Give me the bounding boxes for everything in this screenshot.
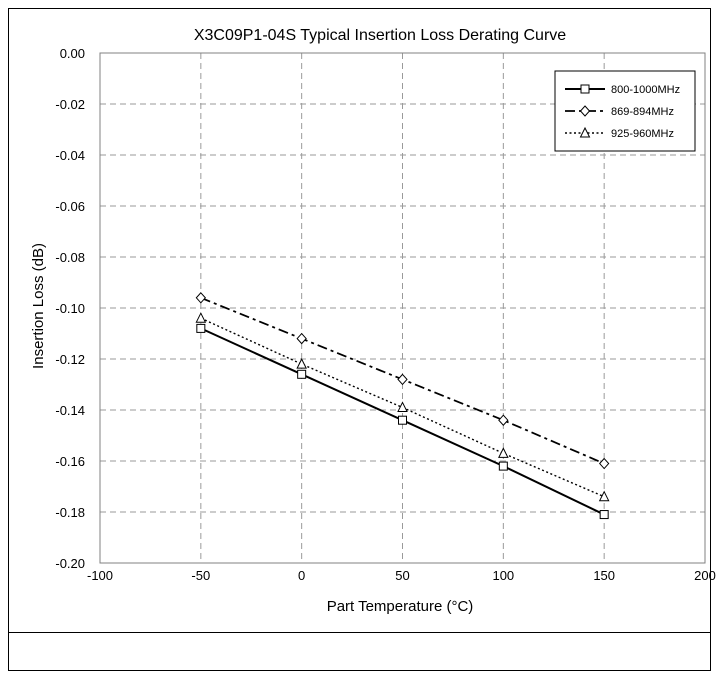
- data-point: [397, 401, 408, 412]
- y-tick-label: -0.20: [55, 556, 85, 571]
- y-tick-label: -0.18: [55, 505, 85, 520]
- y-tick-label: -0.14: [55, 403, 85, 418]
- data-point: [498, 461, 508, 471]
- y-axis-label: Insertion Loss (dB): [30, 243, 47, 369]
- legend-label: 925-960MHz: [611, 128, 674, 140]
- data-point: [195, 312, 207, 323]
- legend-box: [554, 70, 696, 152]
- plot-area: [99, 52, 706, 564]
- x-tick-label: 0: [298, 568, 305, 583]
- data-point: [498, 414, 509, 426]
- y-tick-label: -0.02: [55, 97, 85, 112]
- data-point: [296, 332, 307, 345]
- frame-divider: [8, 632, 711, 633]
- x-tick-label: 200: [694, 568, 716, 583]
- legend: 800-1000MHz 869-894MHz 925-960MHz: [554, 70, 696, 152]
- chart-title: X3C09P1-04S Typical Insertion Loss Derat…: [194, 27, 566, 44]
- data-point: [196, 323, 206, 333]
- legend-marker: [579, 126, 591, 138]
- y-tick-label: -0.16: [55, 454, 85, 469]
- data-point: [296, 357, 307, 369]
- x-tick-label: 150: [593, 568, 615, 583]
- data-point: [398, 415, 407, 425]
- data-point: [598, 490, 610, 502]
- tick-labels: -100 -50 0 50 100 150 200 0.00 -0.02 -0.04 -0.06 -0…: [55, 46, 715, 583]
- data-point: [397, 373, 408, 386]
- chart-frame: [8, 8, 711, 671]
- y-tick-label: -0.08: [55, 250, 85, 265]
- y-tick-label: -0.06: [55, 199, 85, 214]
- legend-marker: [579, 105, 591, 117]
- grid-lines: [100, 53, 705, 563]
- x-tick-label: -50: [191, 568, 210, 583]
- data-point: [297, 369, 307, 379]
- legend-label: 800-1000MHz: [611, 84, 680, 96]
- data-point: [498, 447, 509, 458]
- x-tick-label: 100: [492, 568, 514, 583]
- legend-marker: [580, 84, 590, 94]
- y-tick-label: 0.00: [60, 46, 85, 61]
- data-point: [598, 457, 610, 470]
- y-tick-label: -0.12: [55, 352, 85, 367]
- legend-label: 869-894MHz: [611, 106, 674, 118]
- y-tick-label: -0.04: [55, 148, 85, 163]
- x-tick-label: -100: [87, 568, 113, 583]
- x-tick-label: 50: [395, 568, 409, 583]
- y-tick-label: -0.10: [55, 301, 85, 316]
- x-axis-label: Part Temperature (°C): [327, 598, 474, 615]
- data-point: [195, 292, 207, 304]
- series-group: [195, 292, 610, 520]
- data-point: [599, 510, 609, 520]
